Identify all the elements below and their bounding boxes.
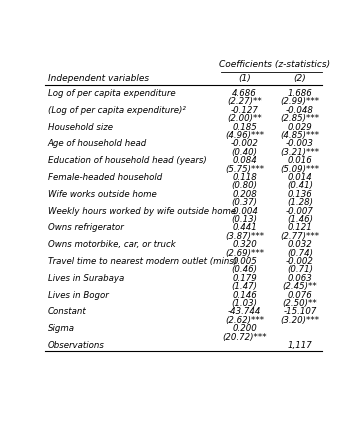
Text: Household size: Household size <box>48 122 112 131</box>
Text: 0.118: 0.118 <box>232 173 257 182</box>
Text: Constant: Constant <box>48 307 86 316</box>
Text: Lives in Surabaya: Lives in Surabaya <box>48 274 124 283</box>
Text: (20.72)***: (20.72)*** <box>222 333 267 342</box>
Text: -0.004: -0.004 <box>231 207 258 216</box>
Text: 0.185: 0.185 <box>232 122 257 131</box>
Text: (1): (1) <box>238 74 251 83</box>
Text: 0.136: 0.136 <box>287 190 313 199</box>
Text: (3.87)***: (3.87)*** <box>225 232 264 241</box>
Text: 0.441: 0.441 <box>232 223 257 232</box>
Text: 0.029: 0.029 <box>287 122 313 131</box>
Text: 0.146: 0.146 <box>232 291 257 300</box>
Text: (2.00)**: (2.00)** <box>227 114 262 123</box>
Text: (2.85)***: (2.85)*** <box>280 114 320 123</box>
Text: (0.46): (0.46) <box>232 265 257 274</box>
Text: (2.77)***: (2.77)*** <box>280 232 320 241</box>
Text: -43.744: -43.744 <box>228 307 261 316</box>
Text: 0.208: 0.208 <box>232 190 257 199</box>
Text: 0.063: 0.063 <box>287 274 313 283</box>
Text: Weekly hours worked by wife outside home: Weekly hours worked by wife outside home <box>48 207 236 216</box>
Text: (2.99)***: (2.99)*** <box>280 97 320 106</box>
Text: Lives in Bogor: Lives in Bogor <box>48 291 108 300</box>
Text: 4.686: 4.686 <box>232 89 257 98</box>
Text: (3.20)***: (3.20)*** <box>280 316 320 325</box>
Text: -0.007: -0.007 <box>286 207 314 216</box>
Text: Education of household head (years): Education of household head (years) <box>48 156 206 165</box>
Text: (1.03): (1.03) <box>232 299 257 308</box>
Text: (0.80): (0.80) <box>232 181 257 190</box>
Text: Sigma: Sigma <box>48 324 74 333</box>
Text: 0.032: 0.032 <box>287 240 313 249</box>
Text: (0.74): (0.74) <box>287 249 313 258</box>
Text: 0.005: 0.005 <box>232 257 257 266</box>
Text: (0.13): (0.13) <box>232 215 257 224</box>
Text: Log of per capita expenditure: Log of per capita expenditure <box>48 89 175 98</box>
Text: -0.003: -0.003 <box>286 140 314 149</box>
Text: Owns refrigerator: Owns refrigerator <box>48 223 123 232</box>
Text: (1.46): (1.46) <box>287 215 313 224</box>
Text: (2.50)**: (2.50)** <box>282 299 318 308</box>
Text: 1,117: 1,117 <box>287 341 313 350</box>
Text: 0.179: 0.179 <box>232 274 257 283</box>
Text: Observations: Observations <box>48 341 105 350</box>
Text: 0.014: 0.014 <box>287 173 313 182</box>
Text: (1.28): (1.28) <box>287 198 313 207</box>
Text: Independent variables: Independent variables <box>48 74 149 83</box>
Text: (4.96)***: (4.96)*** <box>225 131 264 140</box>
Text: (0.40): (0.40) <box>232 148 257 157</box>
Text: 0.076: 0.076 <box>287 291 313 300</box>
Text: (2.27)**: (2.27)** <box>227 97 262 106</box>
Text: Female-headed household: Female-headed household <box>48 173 162 182</box>
Text: Owns motorbike, car, or truck: Owns motorbike, car, or truck <box>48 240 175 249</box>
Text: (5.75)***: (5.75)*** <box>225 164 264 174</box>
Text: 0.016: 0.016 <box>287 156 313 165</box>
Text: (3.21)***: (3.21)*** <box>280 148 320 157</box>
Text: (Log of per capita expenditure)²: (Log of per capita expenditure)² <box>48 106 185 115</box>
Text: (2.69)***: (2.69)*** <box>225 249 264 258</box>
Text: -15.107: -15.107 <box>283 307 317 316</box>
Text: (5.09)***: (5.09)*** <box>280 164 320 174</box>
Text: Wife works outside home: Wife works outside home <box>48 190 156 199</box>
Text: Coefficients (z-statistics): Coefficients (z-statistics) <box>219 59 330 68</box>
Text: -0.002: -0.002 <box>231 140 258 149</box>
Text: -0.002: -0.002 <box>286 257 314 266</box>
Text: Travel time to nearest modern outlet (mins): Travel time to nearest modern outlet (mi… <box>48 257 237 266</box>
Text: (0.41): (0.41) <box>287 181 313 190</box>
Text: 0.121: 0.121 <box>287 223 313 232</box>
Text: 0.084: 0.084 <box>232 156 257 165</box>
Text: 0.320: 0.320 <box>232 240 257 249</box>
Text: 0.200: 0.200 <box>232 324 257 333</box>
Text: 1.686: 1.686 <box>287 89 313 98</box>
Text: Age of household head: Age of household head <box>48 140 147 149</box>
Text: (0.37): (0.37) <box>232 198 257 207</box>
Text: (2.45)**: (2.45)** <box>282 282 318 291</box>
Text: (0.71): (0.71) <box>287 265 313 274</box>
Text: (2.62)***: (2.62)*** <box>225 316 264 325</box>
Text: -0.048: -0.048 <box>286 106 314 115</box>
Text: (4.85)***: (4.85)*** <box>280 131 320 140</box>
Text: (2): (2) <box>294 74 306 83</box>
Text: -0.127: -0.127 <box>231 106 258 115</box>
Text: (1.47): (1.47) <box>232 282 257 291</box>
